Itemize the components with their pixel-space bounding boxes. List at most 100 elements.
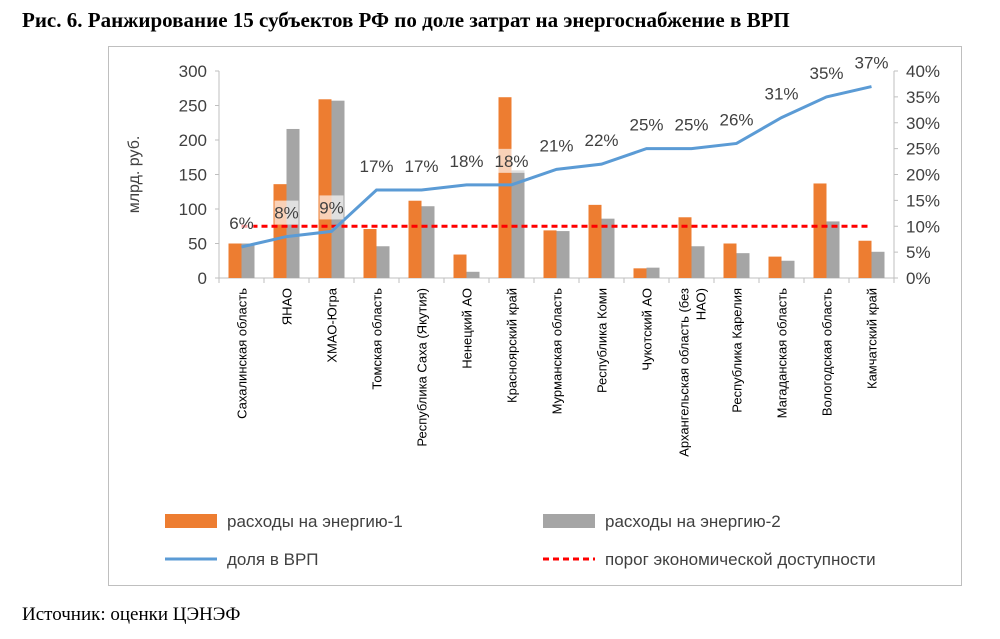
x-tick-labels: Сахалинская область ЯНАО ХМАО-Югра Томская … <box>235 287 880 457</box>
x-tick-label-line: Мурманская область <box>550 288 565 415</box>
share-data-label-bg <box>764 81 799 106</box>
bar-energy-1 <box>858 240 872 278</box>
bar-energy-2 <box>511 170 525 278</box>
share-data-label-bg <box>319 195 344 220</box>
x-tick-label: Красноярский край <box>505 288 520 403</box>
x-tick-label: Вологодская область <box>820 288 835 416</box>
share-data-label: 17% <box>359 157 393 176</box>
share-data-label-bg <box>584 128 619 153</box>
x-tick-label-line: Республика Коми <box>595 288 610 393</box>
bar-energy-1 <box>678 217 692 278</box>
x-tick-label-line: Чукотский АО <box>640 288 655 371</box>
bar-energy-1 <box>498 97 512 278</box>
share-data-label-bg <box>809 60 844 85</box>
share-data-label: 25% <box>629 116 663 135</box>
share-data-label: 9% <box>319 198 344 217</box>
share-data-label-bg <box>449 148 484 173</box>
x-tick-label: Сахалинская область <box>235 288 250 419</box>
bar-energy-2 <box>331 100 345 278</box>
x-tick-label: Республика Саха (Якутия) <box>415 288 430 447</box>
x-tick-label: Магаданская область <box>775 288 790 419</box>
legend-label: расходы на энергию-2 <box>605 512 781 531</box>
x-tick-label-line: Сахалинская область <box>235 288 250 419</box>
bar-energy-1 <box>543 230 557 278</box>
bar-energy-2 <box>826 221 840 278</box>
bar-energy-2 <box>736 253 750 278</box>
axes: 0 50 100 150 200 250 300 0% 5% 10% 15% 20% 25% 30% 35%… <box>126 62 940 288</box>
bar-energy-2 <box>781 260 795 278</box>
y2-tick-label: 25% <box>906 140 940 159</box>
x-tick-label-line: НАО) <box>694 288 709 320</box>
x-tick-label-line: Республика Карелия <box>730 288 745 413</box>
y2-tick-label: 0% <box>906 269 931 288</box>
share-data-label-bg <box>674 112 709 137</box>
x-tick-label: Ненецкий АО <box>460 288 475 369</box>
bar-energy-2 <box>691 246 705 278</box>
x-tick-label: Республика Карелия <box>730 288 745 413</box>
bar-energy-2 <box>871 251 885 278</box>
legend-swatch <box>543 514 595 528</box>
x-tick-label: ХМАО-Югра <box>325 287 340 362</box>
y2-tick-label: 20% <box>906 166 940 185</box>
x-tick-label-line: Республика Саха (Якутия) <box>415 288 430 447</box>
share-data-label: 18% <box>494 152 528 171</box>
share-data-label: 17% <box>404 157 438 176</box>
y-tick-label: 100 <box>179 200 207 219</box>
share-data-label: 25% <box>674 116 708 135</box>
bar-energy-1 <box>273 184 287 278</box>
share-data-label-bg <box>274 200 299 225</box>
x-tick-label-line: Магаданская область <box>775 288 790 419</box>
share-data-label-bg <box>359 154 394 179</box>
x-tick-label-line: Камчатский край <box>865 288 880 389</box>
x-tick-label: Архангельская область (без НАО) <box>677 288 709 457</box>
bar-energy-1 <box>723 243 737 278</box>
x-tick-label-line: ХМАО-Югра <box>325 287 340 362</box>
y2-tick-label: 10% <box>906 217 940 236</box>
share-data-label-bg <box>229 210 254 235</box>
x-tick-label-line: Архангельская область (без <box>677 288 692 457</box>
y2-tick-label: 30% <box>906 114 940 133</box>
bar-energy-1 <box>228 243 242 278</box>
share-data-label: 8% <box>274 204 299 223</box>
legend-label: расходы на энергию-1 <box>227 512 403 531</box>
y-tick-label: 0 <box>198 269 207 288</box>
bar-energy-2 <box>376 246 390 278</box>
share-data-label: 21% <box>539 136 573 155</box>
x-tick-label: Камчатский край <box>865 288 880 389</box>
y2-tick-label: 40% <box>906 62 940 81</box>
figure-title: Рис. 6. Ранжирование 15 субъектов РФ по … <box>22 8 790 32</box>
bars <box>228 97 885 278</box>
share-data-label-bg <box>494 148 529 173</box>
bar-energy-1 <box>318 99 332 278</box>
share-data-label: 22% <box>584 131 618 150</box>
share-data-label-bg <box>404 154 439 179</box>
y2-tick-label: 15% <box>906 191 940 210</box>
y2-tick-label: 5% <box>906 243 931 262</box>
legend-label: доля в ВРП <box>227 550 319 569</box>
legend-swatch <box>165 514 217 528</box>
legend-label: порог экономической доступности <box>605 550 876 569</box>
share-data-label: 35% <box>809 64 843 83</box>
bar-energy-2 <box>601 218 615 278</box>
x-tick-label-line: Красноярский край <box>505 288 520 403</box>
y-tick-label: 50 <box>188 235 207 254</box>
share-data-label: 26% <box>719 110 753 129</box>
bar-energy-1 <box>768 256 782 278</box>
x-tick-label-line: Вологодская область <box>820 288 835 416</box>
bar-energy-1 <box>633 268 647 278</box>
y-tick-label: 300 <box>179 62 207 81</box>
y-tick-label: 150 <box>179 166 207 185</box>
bar-energy-1 <box>408 200 422 278</box>
bar-energy-1 <box>813 183 827 278</box>
x-tick-label-line: ЯНАО <box>280 288 295 325</box>
share-data-label-bg <box>629 112 664 137</box>
x-tick-label-line: Ненецкий АО <box>460 288 475 369</box>
share-data-label: 6% <box>229 214 254 233</box>
x-tick-label: Чукотский АО <box>640 288 655 371</box>
bar-energy-1 <box>363 229 377 278</box>
y-axis-title: млрд. руб. <box>126 136 143 214</box>
x-tick-label-line: Томская область <box>370 288 385 390</box>
bar-energy-2 <box>646 267 660 278</box>
x-tick-label: Томская область <box>370 288 385 390</box>
bar-energy-2 <box>466 271 480 278</box>
